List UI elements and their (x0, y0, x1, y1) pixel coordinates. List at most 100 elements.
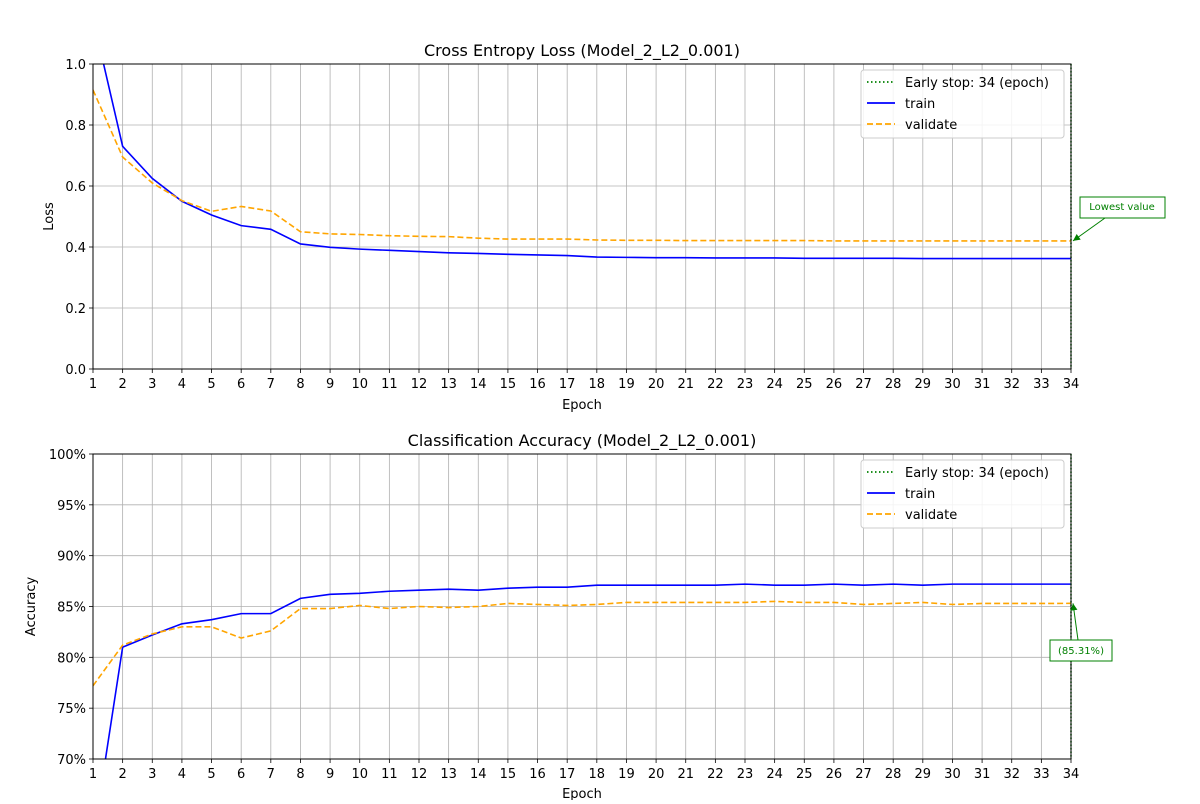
x-tick-label: 32 (1003, 377, 1020, 392)
x-tick-label: 22 (707, 767, 724, 782)
x-tick-label: 2 (118, 767, 126, 782)
x-tick-label: 5 (207, 767, 215, 782)
x-tick-label: 6 (237, 767, 245, 782)
annotation: (85.31%) (1049, 603, 1113, 662)
plot-frame (92, 63, 1072, 370)
x-tick-label: 1 (89, 377, 97, 392)
x-tick-label: 9 (326, 767, 334, 782)
y-tick-label: 80% (57, 651, 86, 666)
y-axis-label: Loss (42, 202, 57, 231)
x-tick-label: 31 (974, 377, 991, 392)
y-tick-label: 1.0 (65, 58, 86, 73)
annotation-label: (85.31%) (1058, 646, 1104, 657)
legend: Early stop: 34 (epoch) train validate (860, 459, 1065, 529)
series-line-validate (93, 600, 1071, 687)
x-tick-label: 25 (796, 767, 813, 782)
x-tick-label: 6 (237, 377, 245, 392)
x-tick-label: 17 (559, 767, 576, 782)
x-tick-label: 23 (737, 767, 754, 782)
x-tick-label: 21 (677, 767, 694, 782)
x-tick-label: 11 (381, 377, 398, 392)
y-tick-label: 0.8 (65, 119, 86, 134)
x-tick-label: 33 (1033, 767, 1050, 782)
x-tick-label: 20 (648, 377, 665, 392)
legend: Early stop: 34 (epoch) train validate (860, 69, 1065, 139)
y-tick-label: 70% (57, 753, 86, 768)
x-tick-label: 18 (589, 767, 606, 782)
x-tick-label: 13 (440, 377, 457, 392)
y-tick-label: 0.6 (65, 180, 86, 195)
x-tick-label: 2 (118, 377, 126, 392)
x-tick-label: 3 (148, 767, 156, 782)
x-tick-label: 32 (1003, 767, 1020, 782)
x-tick-label: 4 (178, 767, 186, 782)
legend-item-train-label: train (905, 487, 935, 502)
x-tick-label: 4 (178, 377, 186, 392)
x-tick-label: 28 (885, 377, 902, 392)
y-tick-label: 0.2 (65, 302, 86, 317)
y-tick-label: 0.4 (65, 241, 86, 256)
series-line-train (102, 64, 1071, 260)
chart-2: 1 2 3 4 5 6 7 8 9 10 11 12 13 14 15 16 17 18 19 20 21 22 23 24 2… (24, 431, 1113, 802)
x-tick-label: 8 (296, 767, 304, 782)
x-tick-label: 30 (944, 377, 961, 392)
x-tick-label: 13 (440, 767, 457, 782)
chart-1: 1 2 3 4 5 6 7 8 9 10 11 12 13 14 15 16 17 18 19 20 21 22 23 24 2… (42, 41, 1166, 413)
y-axis-label: Accuracy (24, 577, 39, 637)
annotation-box (1079, 196, 1166, 219)
x-tick-label: 5 (207, 377, 215, 392)
x-tick-label: 15 (500, 767, 517, 782)
x-tick-label: 17 (559, 377, 576, 392)
chart-title: Classification Accuracy (Model_2_L2_0.00… (408, 431, 757, 451)
y-tick-label: 95% (57, 499, 86, 514)
annotation: Lowest value (1072, 196, 1166, 242)
x-tick-label: 7 (267, 767, 275, 782)
series-line-validate (93, 89, 1071, 242)
x-tick-label: 33 (1033, 377, 1050, 392)
x-axis-label: Epoch (562, 787, 602, 800)
x-tick-label: 1 (89, 767, 97, 782)
x-tick-label: 7 (267, 377, 275, 392)
x-tick-label: 10 (351, 767, 368, 782)
x-tick-label: 12 (411, 767, 428, 782)
x-tick-label: 34 (1063, 377, 1080, 392)
x-tick-label: 16 (529, 377, 546, 392)
chart-title: Cross Entropy Loss (Model_2_L2_0.001) (424, 41, 740, 61)
x-tick-label: 20 (648, 767, 665, 782)
legend-item-validate-label: validate (905, 118, 957, 133)
x-tick-label: 14 (470, 377, 487, 392)
x-tick-label: 14 (470, 767, 487, 782)
legend-item-early-stop-label: Early stop: 34 (epoch) (905, 76, 1049, 91)
x-tick-label: 21 (677, 377, 694, 392)
x-tick-label: 22 (707, 377, 724, 392)
legend-item-validate-label: validate (905, 508, 957, 523)
x-tick-label: 29 (915, 767, 932, 782)
x-tick-label: 18 (589, 377, 606, 392)
x-tick-label: 19 (618, 767, 635, 782)
legend-item-early-stop-label: Early stop: 34 (epoch) (905, 466, 1049, 481)
y-tick-label: 100% (49, 448, 86, 463)
x-tick-label: 27 (855, 767, 872, 782)
x-tick-label: 28 (885, 767, 902, 782)
y-tick-label: 85% (57, 601, 86, 616)
x-tick-label: 23 (737, 377, 754, 392)
x-tick-label: 29 (915, 377, 932, 392)
x-tick-label: 8 (296, 377, 304, 392)
legend-item-train-label: train (905, 97, 935, 112)
y-tick-label: 90% (57, 550, 86, 565)
x-tick-label: 25 (796, 377, 813, 392)
x-tick-label: 9 (326, 377, 334, 392)
y-tick-label: 75% (57, 702, 86, 717)
x-tick-label: 26 (826, 767, 843, 782)
x-tick-label: 27 (855, 377, 872, 392)
x-tick-label: 11 (381, 767, 398, 782)
x-tick-label: 34 (1063, 767, 1080, 782)
annotation-label: Lowest value (1089, 202, 1154, 213)
annotation-box (1049, 639, 1113, 662)
x-tick-label: 16 (529, 767, 546, 782)
x-tick-label: 24 (766, 767, 783, 782)
legend-box (860, 69, 1065, 139)
x-tick-label: 19 (618, 377, 635, 392)
